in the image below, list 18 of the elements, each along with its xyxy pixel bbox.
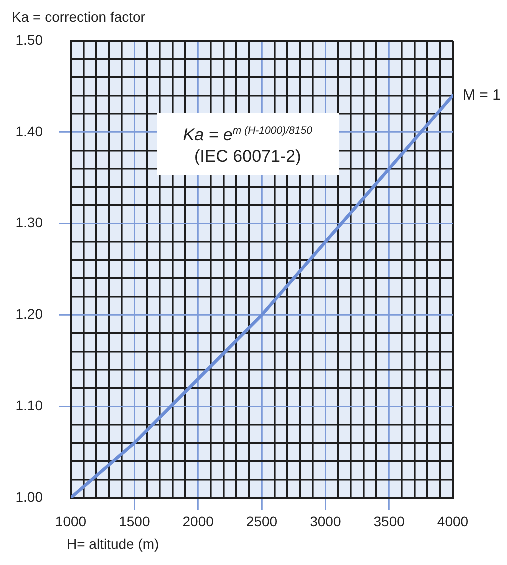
- y-tick-label: 1.40: [16, 123, 44, 140]
- series-label: M = 1: [463, 86, 501, 104]
- y-tick-label: 1.50: [16, 32, 44, 48]
- x-tick-label: 2500: [246, 513, 278, 530]
- y-tick-label: 1.00: [16, 488, 44, 505]
- x-tick-label: 1000: [55, 513, 87, 530]
- y-tick-label: 1.30: [16, 214, 44, 231]
- x-tick-label: 3000: [310, 513, 342, 530]
- annotation: (IEC 60071-2): [194, 146, 302, 168]
- y-axis-title: Ka = correction factor: [12, 9, 146, 25]
- x-tick-label: 2000: [182, 513, 214, 530]
- y-tick-label: 1.20: [16, 306, 44, 322]
- x-tick-label: 1500: [119, 513, 150, 530]
- x-tick-label: 3500: [374, 513, 406, 530]
- annotation: Ka = e$^{m (H-1000)/8150}$: [183, 124, 312, 146]
- y-tick-label: 1.10: [16, 397, 44, 414]
- x-axis-title: H= altitude (m): [67, 536, 160, 552]
- x-tick-label: 4000: [437, 513, 469, 530]
